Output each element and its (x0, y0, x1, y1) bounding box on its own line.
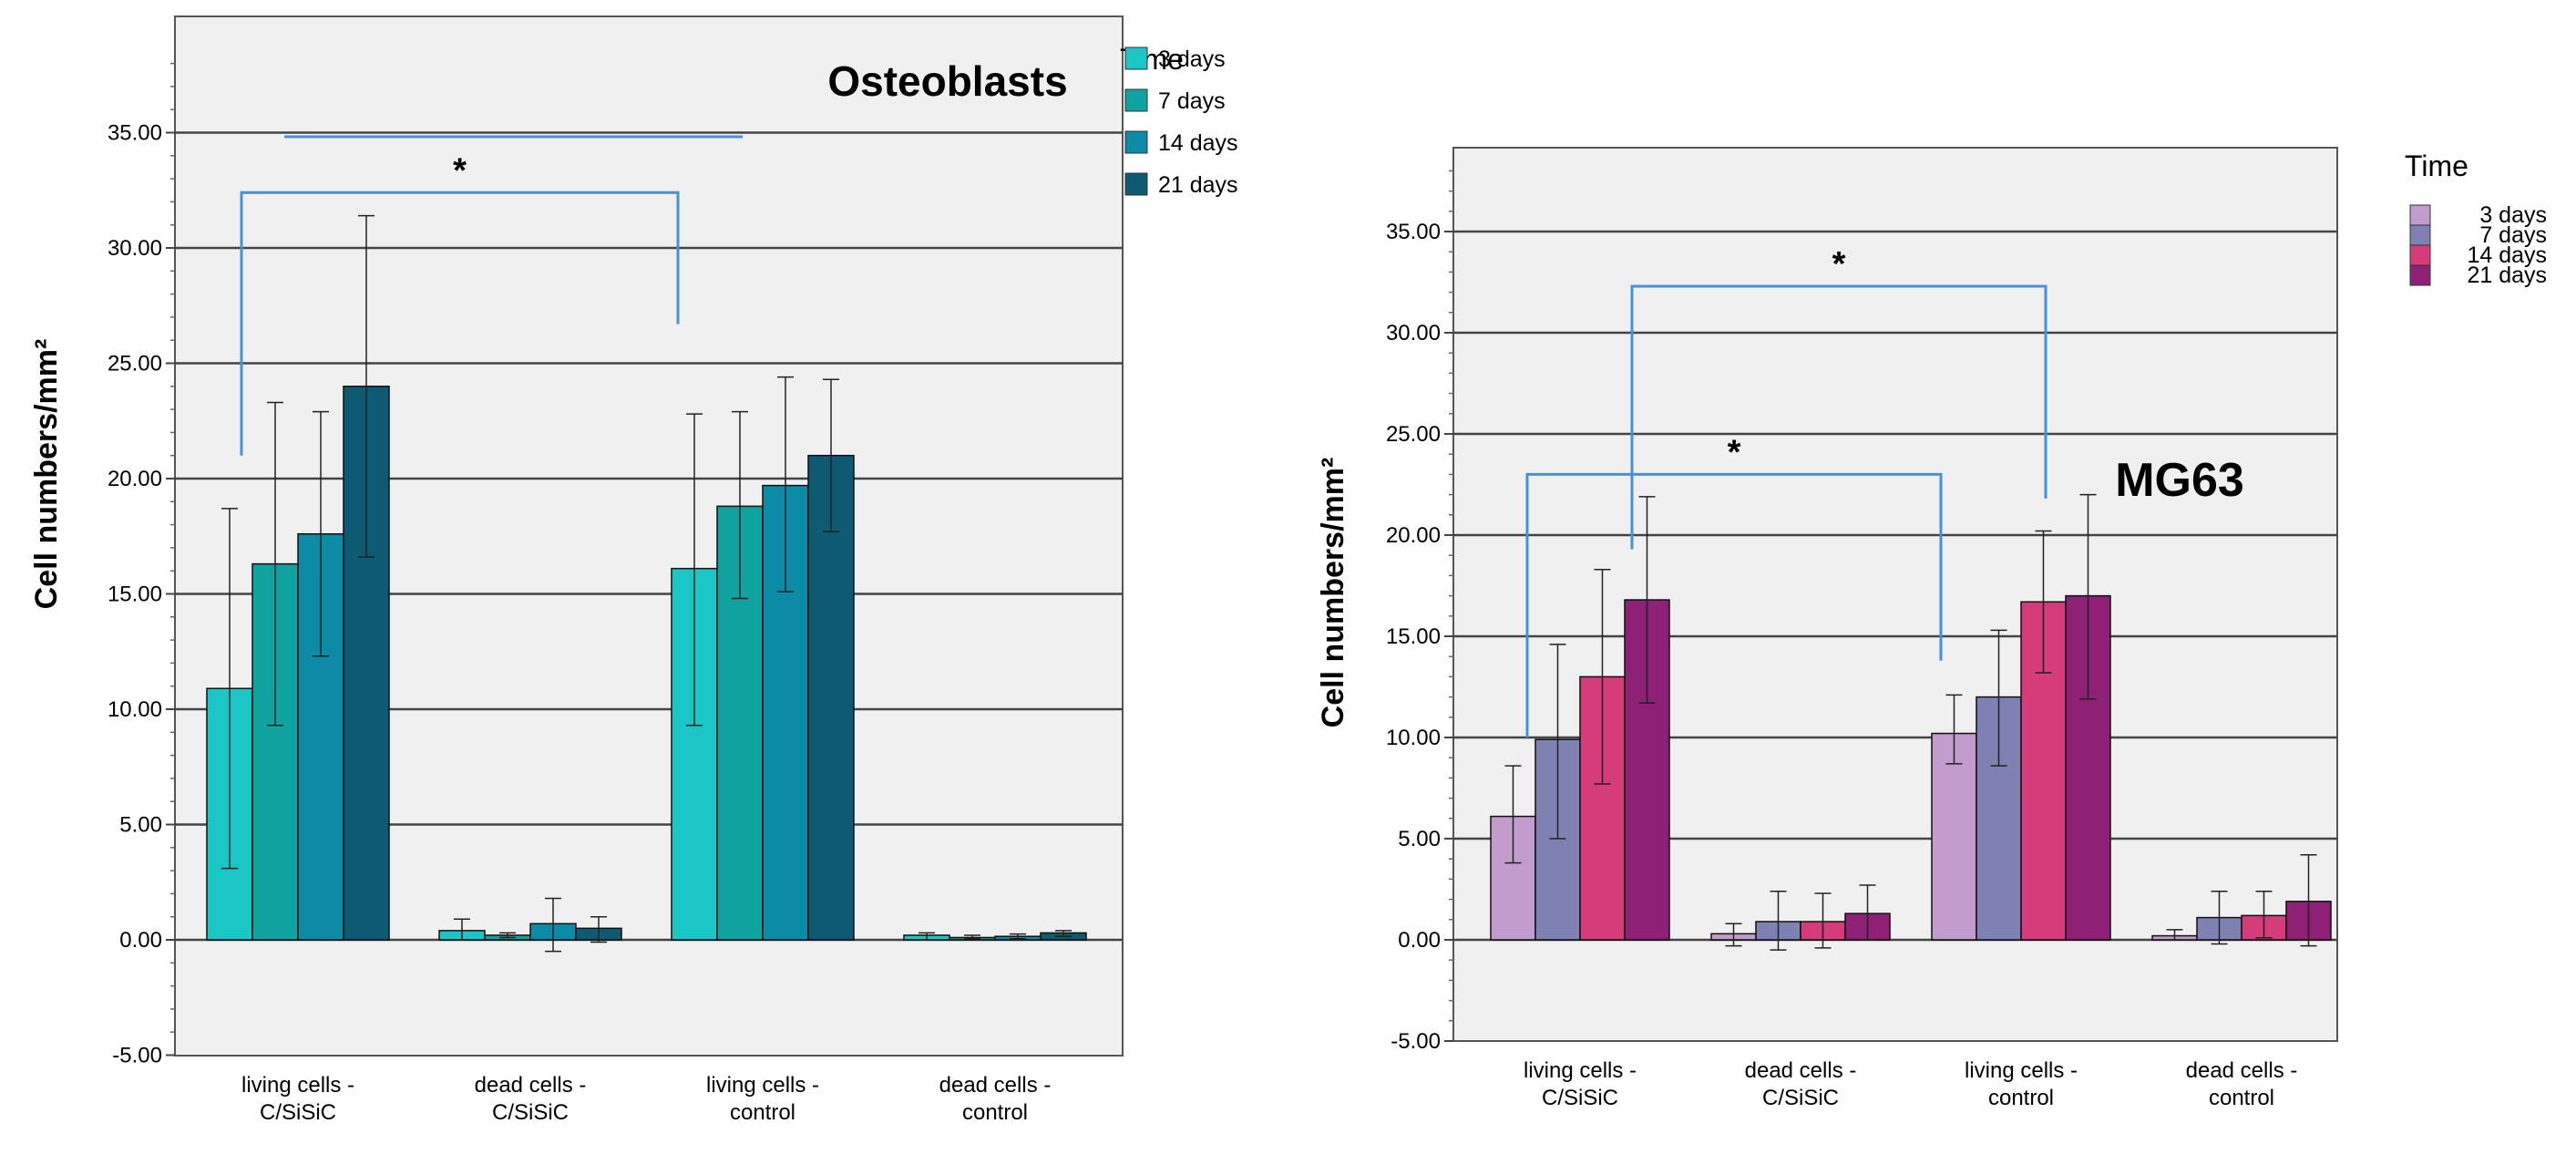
y-tick-label: 25.00 (108, 352, 162, 376)
mg63-chart: -5.00 0.00 5.00 10.00 15.00 20.00 25.00 30.00 35… (1316, 147, 2547, 1110)
x-category-label-line1: living cells - (706, 1073, 819, 1098)
legend-label: 21 days (1158, 172, 1238, 198)
y-tick-label: 15.00 (1386, 624, 1441, 649)
y-tick-label: 30.00 (108, 236, 162, 261)
x-category-label-line2: C/SiSiC (492, 1100, 569, 1125)
chart-title: MG63 (2115, 454, 2244, 507)
legend-swatch (2409, 264, 2431, 286)
y-tick-label: 0.00 (119, 928, 162, 953)
x-category-label-line1: dead cells - (2186, 1058, 2298, 1083)
y-tick-label: 20.00 (108, 467, 162, 491)
y-axis-label: Cell numbers/mm² (29, 339, 64, 610)
legend-swatch (1124, 46, 1148, 70)
y-tick-label: 5.00 (1398, 827, 1441, 851)
x-category-label-line2: control (2209, 1086, 2274, 1110)
significance-star: * (1728, 433, 1741, 471)
significance-bracket (240, 191, 680, 456)
y-tick-label: -5.00 (1391, 1029, 1441, 1054)
legend-label: 3 days (2479, 202, 2547, 228)
legend-label: 7 days (2479, 222, 2547, 248)
y-tick-label: 15.00 (108, 582, 162, 607)
x-category-label-line1: dead cells - (1745, 1058, 1857, 1083)
x-category-label-line1: dead cells - (475, 1073, 587, 1098)
x-category-label-line2: C/SiSiC (260, 1100, 336, 1125)
y-tick-label: 30.00 (1386, 321, 1441, 345)
x-category-label-line2: C/SiSiC (1762, 1086, 1839, 1110)
legend-swatch (2409, 244, 2431, 266)
legend-swatch (1124, 130, 1148, 154)
y-tick-label: 10.00 (108, 697, 162, 722)
chart-title: Osteoblasts (827, 57, 1067, 105)
x-category-label-line1: living cells - (241, 1073, 354, 1098)
x-category-label-line2: control (730, 1100, 795, 1125)
significance-bracket (1630, 284, 2047, 550)
x-category-label-line2: control (962, 1100, 1028, 1125)
y-tick-label: 35.00 (108, 121, 162, 146)
bar (807, 454, 855, 941)
significance-star: * (1832, 245, 1846, 284)
x-category-label-line1: dead cells - (939, 1073, 1052, 1098)
x-category-label-line1: living cells - (1524, 1058, 1637, 1083)
legend-label: 14 days (2467, 242, 2547, 268)
legend-label: 14 days (1158, 130, 1238, 156)
x-category-label-line2: control (1988, 1086, 2054, 1110)
y-tick-label: -5.00 (112, 1044, 162, 1068)
y-tick-label: 10.00 (1386, 726, 1441, 750)
legend-label: 7 days (1158, 88, 1226, 114)
significance-star: * (453, 151, 467, 190)
y-tick-label: 25.00 (1386, 422, 1441, 447)
legend-swatch (1124, 172, 1148, 196)
legend-label: 3 days (1158, 46, 1226, 72)
y-axis-label: Cell numbers/mm² (1316, 458, 1350, 728)
significance-bracket (1525, 472, 1943, 737)
y-tick-label: 20.00 (1386, 523, 1441, 548)
legend-title: Time (2405, 149, 2468, 182)
x-category-label-line1: living cells - (1965, 1058, 2078, 1083)
y-tick-label: 5.00 (119, 813, 162, 838)
y-tick-label: 0.00 (1398, 928, 1441, 953)
legend-swatch (2409, 224, 2431, 246)
legend-label: 21 days (2467, 263, 2547, 288)
legend-swatch (2409, 204, 2431, 226)
y-tick-label: 35.00 (1386, 220, 1441, 244)
osteoblasts-chart: -5.00 0.00 5.00 10.00 15.00 20.00 25.00 30.00 35… (29, 15, 1238, 1125)
legend-swatch (1124, 88, 1148, 112)
x-category-label-line2: C/SiSiC (1542, 1086, 1618, 1110)
